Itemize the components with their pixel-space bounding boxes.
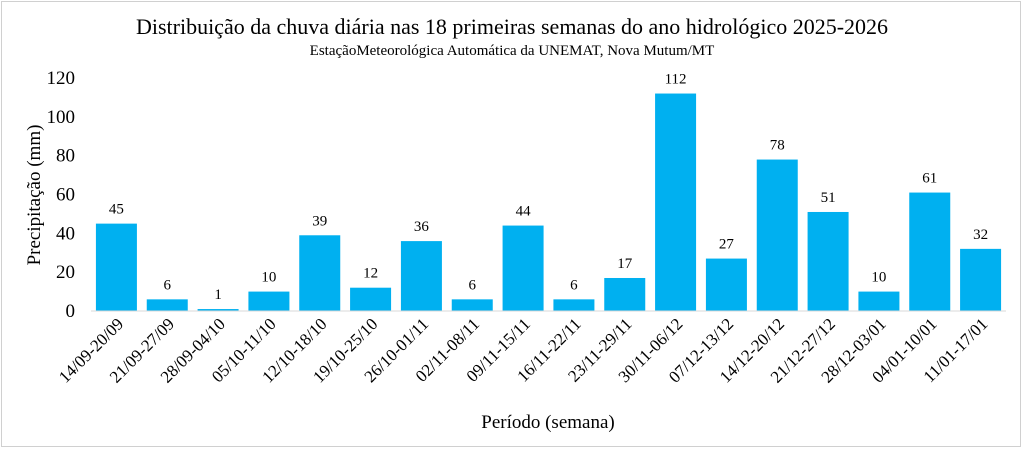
- y-axis-label: Precipitação (mm): [24, 125, 45, 266]
- data-label: 45: [109, 202, 124, 218]
- data-label: 61: [922, 171, 937, 187]
- y-tick-label: 120: [47, 68, 76, 89]
- bar: [909, 192, 951, 311]
- bar: [502, 225, 544, 311]
- data-label: 10: [871, 270, 886, 286]
- data-label: 1: [214, 287, 222, 303]
- data-label: 6: [469, 277, 477, 293]
- bar: [655, 93, 697, 312]
- y-tick-label: 0: [66, 301, 76, 322]
- chart-subtitle: EstaçãoMeteorológica Automática da UNEMA…: [310, 43, 715, 59]
- bar: [756, 159, 798, 311]
- data-label: 6: [570, 277, 578, 293]
- y-tick-label: 100: [47, 107, 76, 128]
- data-label: 12: [363, 266, 378, 282]
- bar: [705, 258, 747, 311]
- data-label: 112: [665, 72, 687, 88]
- bar: [197, 309, 239, 311]
- bar: [604, 277, 646, 311]
- data-label: 36: [414, 219, 430, 235]
- bar: [299, 235, 341, 311]
- y-tick-label: 20: [56, 262, 75, 283]
- bar: [451, 299, 493, 311]
- bar: [858, 291, 900, 311]
- bar: [248, 291, 290, 311]
- data-label: 10: [261, 270, 276, 286]
- x-axis-label: Período (semana): [481, 412, 614, 433]
- bar: [350, 287, 392, 311]
- bar: [960, 248, 1002, 311]
- data-label: 51: [821, 190, 836, 206]
- bar: [146, 299, 188, 311]
- bar: [400, 241, 442, 311]
- data-label: 6: [164, 277, 172, 293]
- bar: [95, 223, 137, 311]
- data-label: 39: [312, 213, 327, 229]
- y-tick-label: 80: [56, 146, 75, 167]
- chart-title: Distribuição da chuva diária nas 18 prim…: [136, 14, 888, 39]
- y-tick-label: 60: [56, 185, 75, 206]
- data-label: 32: [973, 227, 988, 243]
- data-label: 44: [516, 204, 532, 220]
- bar: [807, 211, 849, 311]
- y-tick-label: 40: [56, 223, 75, 244]
- data-label: 17: [617, 256, 633, 272]
- data-label: 78: [770, 138, 785, 154]
- bar: [553, 299, 595, 311]
- data-label: 27: [719, 237, 735, 253]
